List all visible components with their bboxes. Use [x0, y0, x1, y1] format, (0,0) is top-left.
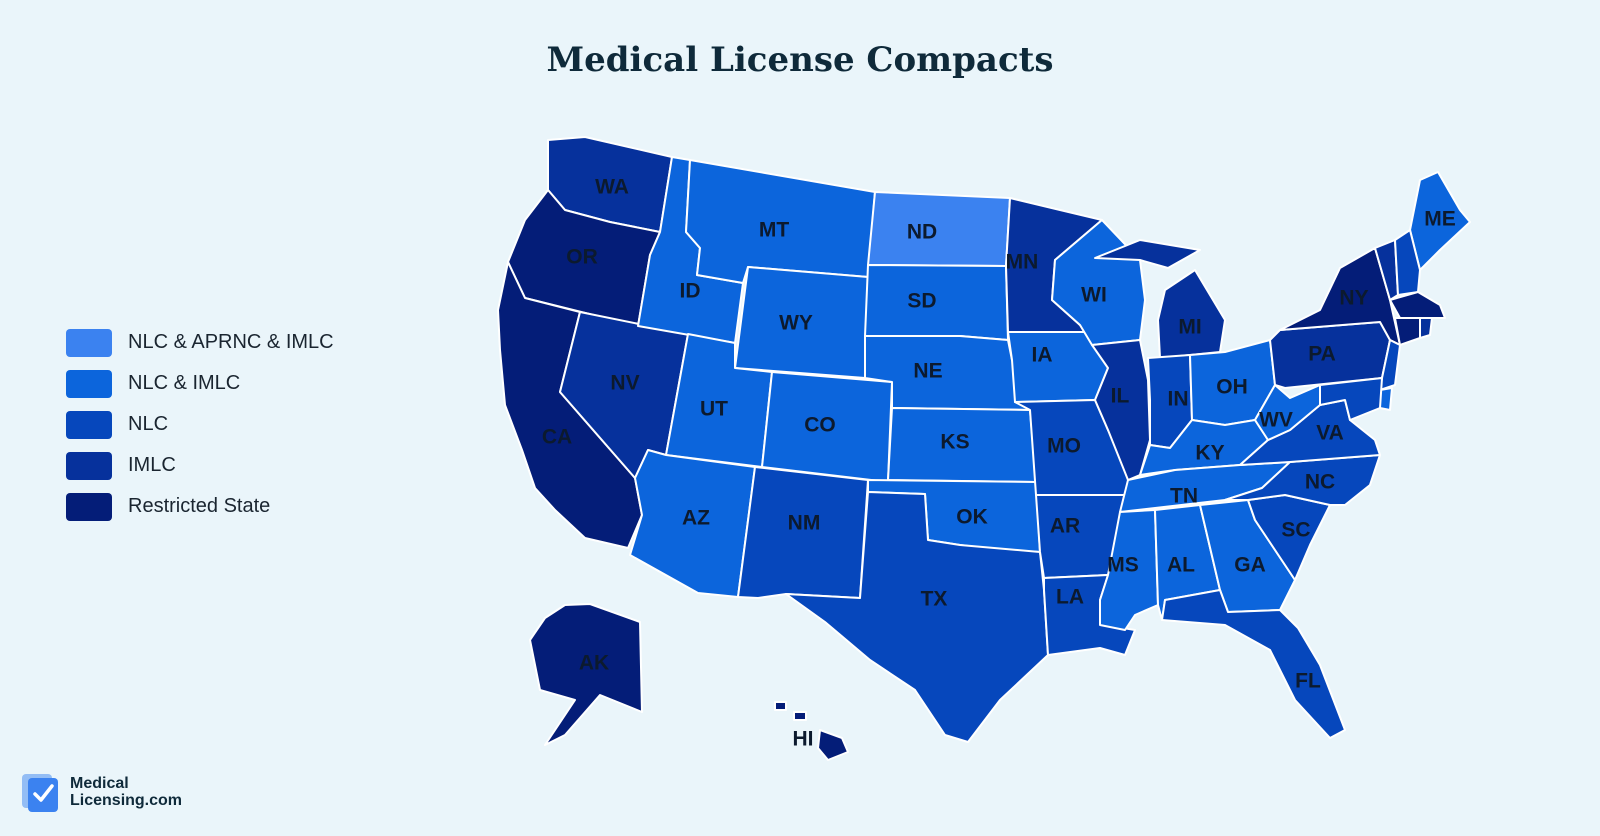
- legend-item-restricted-state: Restricted State: [66, 486, 334, 527]
- state-ri[interactable]: [1419, 317, 1433, 339]
- state-nj[interactable]: [1379, 339, 1401, 391]
- state-label-ia: IA: [1032, 344, 1053, 367]
- state-nh[interactable]: [1394, 229, 1421, 296]
- state-label-mo: MO: [1047, 435, 1081, 458]
- state-label-nd: ND: [907, 221, 937, 244]
- state-label-wv: WV: [1259, 409, 1293, 432]
- state-label-ok: OK: [956, 506, 988, 529]
- state-label-az: AZ: [682, 507, 710, 530]
- state-label-mi: MI: [1178, 316, 1201, 339]
- state-label-mn: MN: [1006, 251, 1039, 274]
- legend-item-nlc-imlc: NLC & IMLC: [66, 363, 334, 404]
- state-nc[interactable]: [1224, 454, 1381, 506]
- state-label-oh: OH: [1216, 376, 1248, 399]
- logo-line-2: Licensing.com: [70, 792, 183, 809]
- state-label-ms: MS: [1107, 554, 1139, 577]
- state-label-ne: NE: [913, 360, 942, 383]
- state-label-la: LA: [1056, 586, 1084, 609]
- state-hi-islands[interactable]: [774, 701, 807, 721]
- legend-swatch: [66, 451, 112, 480]
- state-label-wy: WY: [779, 312, 813, 335]
- state-label-sc: SC: [1281, 519, 1310, 542]
- state-label-me: ME: [1424, 208, 1456, 231]
- state-label-co: CO: [804, 414, 836, 437]
- state-ct[interactable]: [1394, 317, 1421, 346]
- legend-label: Restricted State: [128, 495, 271, 517]
- state-ak[interactable]: [529, 603, 643, 746]
- state-fl[interactable]: [1161, 589, 1346, 739]
- state-label-ut: UT: [700, 398, 728, 421]
- state-label-nv: NV: [610, 372, 639, 395]
- medical-licensing-logo: Medical Licensing.com: [20, 772, 182, 812]
- state-label-in: IN: [1168, 388, 1189, 411]
- state-label-il: IL: [1111, 385, 1130, 408]
- state-label-va: VA: [1316, 422, 1344, 445]
- state-label-al: AL: [1167, 554, 1195, 577]
- logo-text: Medical Licensing.com: [70, 775, 182, 809]
- state-label-pa: PA: [1308, 343, 1336, 366]
- state-label-ny: NY: [1339, 287, 1368, 310]
- state-me[interactable]: [1409, 171, 1471, 271]
- legend-label: IMLC: [128, 454, 176, 476]
- legend-item-nlc-aprnc-imlc: NLC & APRNC & IMLC: [66, 322, 334, 363]
- state-label-or: OR: [566, 246, 598, 269]
- state-label-nc: NC: [1305, 471, 1335, 494]
- state-label-ca: CA: [542, 426, 572, 449]
- state-il[interactable]: [1091, 339, 1151, 481]
- state-label-tx: TX: [921, 588, 948, 611]
- state-label-fl: FL: [1295, 670, 1321, 693]
- legend-swatch: [66, 492, 112, 521]
- state-label-tn: TN: [1170, 485, 1198, 508]
- legend-swatch: [66, 369, 112, 398]
- legend-swatch: [66, 328, 112, 357]
- legend-label: NLC: [128, 413, 169, 435]
- state-tx[interactable]: [785, 491, 1049, 743]
- state-label-wa: WA: [595, 176, 629, 199]
- state-label-ga: GA: [1234, 554, 1266, 577]
- state-label-ak: AK: [579, 652, 609, 675]
- state-nd[interactable]: [867, 191, 1011, 267]
- state-label-wi: WI: [1081, 284, 1107, 307]
- logo-line-1: Medical: [70, 775, 129, 792]
- state-label-id: ID: [680, 280, 701, 303]
- legend-swatch: [66, 410, 112, 439]
- state-label-sd: SD: [907, 290, 936, 313]
- state-label-ky: KY: [1195, 442, 1224, 465]
- checkmark-logo-icon: [22, 774, 58, 812]
- map-title: Medical License Compacts: [546, 40, 1054, 80]
- legend-label: NLC & IMLC: [128, 372, 241, 394]
- state-label-ks: KS: [940, 431, 969, 454]
- state-hi[interactable]: [817, 729, 849, 761]
- legend-item-imlc: IMLC: [66, 445, 334, 486]
- legend-label: NLC & APRNC & IMLC: [128, 331, 334, 353]
- state-label-hi: HI: [793, 728, 814, 751]
- state-label-nm: NM: [788, 512, 821, 535]
- legend: NLC & APRNC & IMLC NLC & IMLC NLC IMLC R…: [66, 322, 334, 527]
- legend-item-nlc: NLC: [66, 404, 334, 445]
- state-label-ar: AR: [1050, 515, 1080, 538]
- state-ma[interactable]: [1389, 291, 1446, 319]
- state-label-mt: MT: [759, 219, 789, 242]
- state-md[interactable]: [1319, 377, 1383, 421]
